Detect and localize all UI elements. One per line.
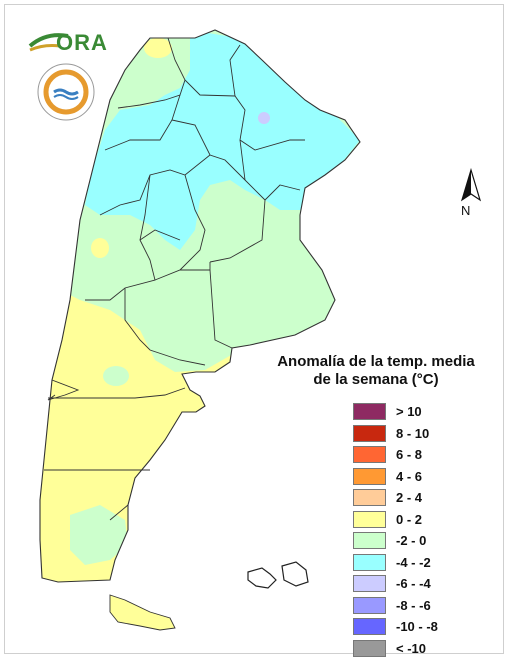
legend-label: -6 - -4: [396, 576, 431, 592]
legend-item: -6 - -4: [353, 573, 476, 595]
province-boundaries: [39, 29, 361, 583]
legend-item: -2 - 0: [353, 530, 476, 552]
legend-item: 8 - 10: [353, 423, 476, 445]
legend-item: -4 - -2: [353, 552, 476, 574]
legend-list: > 10 8 - 10 6 - 8 4 - 6 2 - 4 0 - 2 -2 - 0 -4 -…: [276, 401, 476, 659]
legend-item: > 10: [353, 401, 476, 423]
legend-swatch: [353, 575, 386, 593]
legend-item: 6 - 8: [353, 444, 476, 466]
legend-item: 0 - 2: [353, 509, 476, 531]
legend-label: -8 - -6: [396, 597, 431, 613]
legend-label: 8 - 10: [396, 425, 430, 441]
legend-label: -10 - -8: [396, 619, 438, 635]
north-arrow-icon: [460, 168, 482, 202]
legend-label: 0 - 2: [396, 511, 423, 527]
ora-logo-icon: [28, 33, 69, 52]
legend-swatch: [353, 596, 386, 614]
north-arrow-label: N: [461, 203, 471, 218]
legend-swatch: [353, 467, 386, 485]
legend-label: 4 - 6: [396, 468, 423, 484]
legend-item: 2 - 4: [353, 487, 476, 509]
map-frame: [4, 4, 504, 654]
legend-item: -8 - -6: [353, 595, 476, 617]
tierra-del-fuego: [109, 594, 176, 631]
legend-swatch: [353, 510, 386, 528]
legend-label: -2 - 0: [396, 533, 427, 549]
anomaly-patch-neutral-center: [103, 366, 129, 386]
legend-title-line2: de la semana (°C): [313, 371, 439, 388]
anomaly-patch-neutral-south: [70, 505, 128, 565]
legend-swatch: [353, 424, 386, 442]
anomaly-patch-warm-north: [144, 38, 172, 58]
institute-seal-icon: [37, 63, 95, 121]
legend-label: 2 - 4: [396, 490, 423, 506]
legend-swatch: [353, 618, 386, 636]
malvinas-islands: [247, 561, 309, 589]
legend-swatch: [353, 446, 386, 464]
ora-logo-text: ORA: [56, 30, 108, 55]
legend-swatch: [353, 403, 386, 421]
legend: Anomalía de la temp. media de la semana …: [276, 353, 476, 659]
legend-label: < -10: [396, 640, 426, 656]
legend-swatch: [353, 532, 386, 550]
anomaly-patch-warm-west: [91, 238, 109, 258]
legend-item: -10 - -8: [353, 616, 476, 638]
legend-label: > 10: [396, 404, 422, 420]
legend-swatch: [353, 489, 386, 507]
legend-item: 4 - 6: [353, 466, 476, 488]
legend-item: < -10: [353, 638, 476, 660]
legend-label: 6 - 8: [396, 447, 423, 463]
anomaly-spot-cold: [258, 112, 270, 124]
legend-title-line1: Anomalía de la temp. media: [277, 353, 475, 370]
legend-swatch: [353, 639, 386, 657]
legend-label: -4 - -2: [396, 554, 431, 570]
legend-swatch: [353, 553, 386, 571]
